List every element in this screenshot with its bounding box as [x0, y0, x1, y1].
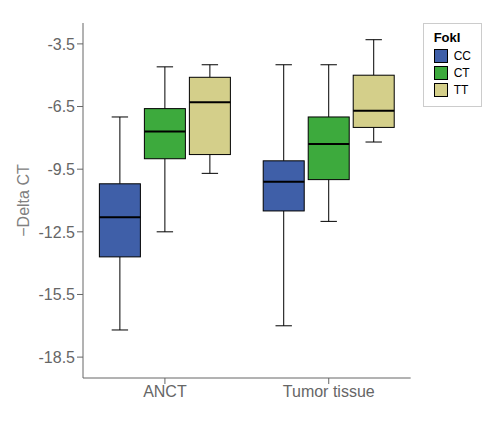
svg-text:ANCT: ANCT	[143, 383, 187, 400]
svg-text:-3.5: -3.5	[47, 36, 75, 53]
svg-text:-18.5: -18.5	[39, 349, 76, 366]
html-text:CC: CC	[453, 49, 471, 63]
html-text:FokI: FokI	[433, 30, 461, 45]
svg-text:-12.5: -12.5	[39, 224, 76, 241]
html-text:CT: CT	[453, 66, 470, 80]
svg-text:-6.5: -6.5	[47, 98, 75, 115]
svg-text:Tumor tissue: Tumor tissue	[283, 383, 375, 400]
svg-text:-15.5: -15.5	[39, 286, 76, 303]
svg-text:-9.5: -9.5	[47, 161, 75, 178]
svg-text:−Delta CT: −Delta CT	[15, 164, 32, 237]
html-text:TT: TT	[453, 83, 469, 97]
